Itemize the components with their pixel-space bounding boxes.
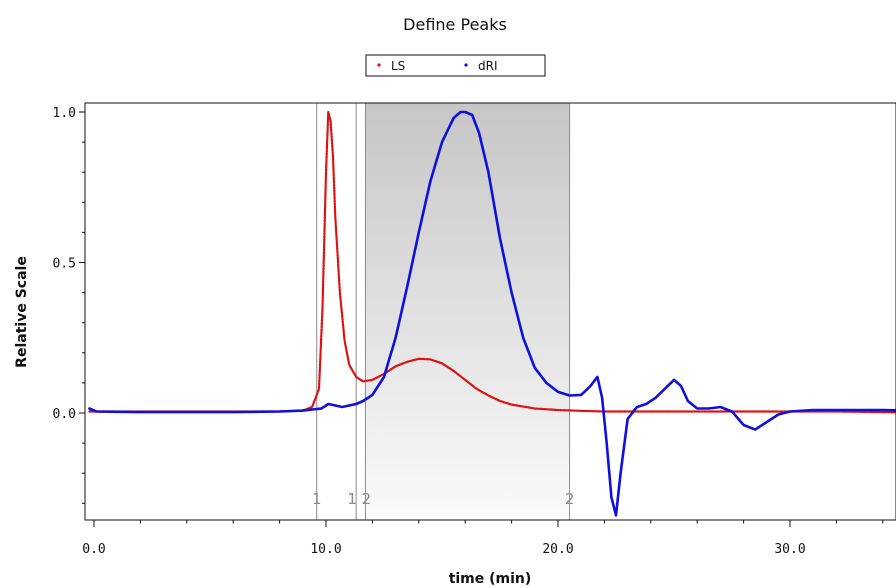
x-axis-ticks: 0.0 10.0 20.0 30.0 [82,520,884,557]
legend-ls-marker [377,63,381,67]
legend-box [365,54,546,77]
series-group [88,110,896,517]
y-axis-ticks: 0.0 0.5 1.0 [53,106,85,504]
x-tick-label: 30.0 [774,542,805,557]
chart-title: Define Peaks [403,15,507,34]
peak-marker-label: 2 [362,490,372,508]
peak-marker-lines [316,103,571,520]
legend-dri-label: dRI [478,59,498,73]
peak-marker-label: 1 [347,490,357,508]
y-tick-label: 1.0 [53,106,76,121]
legend: LS dRI [365,54,546,77]
x-axis-label: time (min) [449,571,532,587]
peak-marker-label: 2 [565,490,575,508]
x-tick-label: 10.0 [310,542,341,557]
legend-ls-label: LS [391,59,405,73]
series-line-dri [88,110,896,517]
plot-frame [84,102,896,521]
x-tick-label: 0.0 [82,542,105,557]
legend-dri-marker [464,63,468,67]
y-axis-label: Relative Scale [14,256,30,368]
peak-marker-label: 1 [312,490,322,508]
x-tick-label: 20.0 [542,542,573,557]
y-tick-label: 0.5 [53,257,76,272]
peak-region [365,103,570,520]
y-tick-label: 0.0 [53,407,76,422]
